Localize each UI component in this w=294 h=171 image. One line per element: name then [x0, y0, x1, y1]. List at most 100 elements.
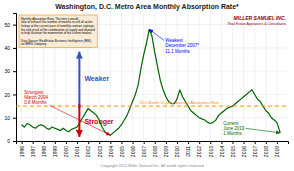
x-tick: 2012	[196, 141, 202, 157]
annotation-arrow	[50, 105, 111, 135]
x-grid-line	[254, 13, 255, 141]
annotation-arrow	[149, 29, 164, 40]
x-tick-mark	[155, 141, 156, 144]
note-line: an MRIS Company	[21, 42, 47, 46]
x-tick-label: 2012	[196, 146, 202, 157]
x-tick-label: 2003	[97, 146, 103, 157]
x-grid-line	[176, 13, 177, 141]
x-tick-label: 2014	[219, 146, 225, 157]
x-tick-label: 2015	[230, 146, 236, 157]
y-tick-label: 0	[7, 138, 10, 144]
x-tick-label: 1996	[19, 146, 25, 157]
x-tick: 1998	[41, 141, 47, 157]
x-tick: 2001	[74, 141, 80, 157]
title: Washington, D.C. Metro Area Monthly Abso…	[55, 3, 239, 11]
x-grid-line	[243, 13, 244, 141]
x-grid-line	[154, 13, 155, 141]
x-tick: 1999	[52, 141, 58, 157]
logo-subtext: Real Estate Appraisers & Consultants	[228, 22, 287, 26]
x-tick: 2002	[85, 141, 91, 157]
x-tick: 2019	[274, 141, 280, 157]
note: Monthly Absorption Rate: The time it wou…	[21, 17, 95, 47]
annotation-label: StrongestMarch 20040.8 Months	[24, 90, 48, 105]
y-grid-line	[16, 117, 288, 118]
x-tick: 2011	[185, 141, 191, 157]
y-tick-mark	[13, 48, 16, 49]
direction-arrow	[78, 52, 80, 108]
grid	[16, 13, 288, 141]
x-tick-mark	[99, 141, 100, 144]
x-tick: 2006	[130, 141, 136, 157]
x-tick-mark	[110, 141, 111, 144]
x-tick-mark	[255, 141, 256, 144]
x-tick-mark	[199, 141, 200, 144]
x-tick-label: 2007	[141, 146, 147, 157]
x-tick: 2013	[208, 141, 214, 157]
x-tick-mark	[66, 141, 67, 144]
y-tick-mark	[13, 141, 16, 142]
x-tick-mark	[33, 141, 34, 144]
x-tick-label: 2013	[208, 146, 214, 157]
x-tick-mark	[88, 141, 89, 144]
logo: MILLER SAMUEL INC.	[234, 15, 286, 21]
x-tick-mark	[244, 141, 245, 144]
chart: Washington, D.C. Metro Area Monthly Abso…	[0, 0, 294, 171]
annotations: Monthly Absorption Rate: The time it wou…	[19, 15, 286, 137]
annotation-line: 1 Months	[223, 131, 242, 136]
x-tick: 2014	[219, 141, 225, 157]
x-tick-label: 2009	[163, 146, 169, 157]
reference-line	[16, 106, 288, 107]
x-tick-label: 2001	[74, 146, 80, 157]
reference-line-label: 31.5 Month 10-year Average Absorption Ra…	[139, 100, 220, 105]
note-box	[19, 15, 97, 48]
x-grid-line	[132, 13, 133, 141]
y-tick-label: 50	[4, 22, 10, 28]
x-tick-label: 2000	[63, 146, 69, 157]
x-grid-line	[210, 13, 211, 141]
x-tick: 2003	[97, 141, 103, 157]
y-tick: 0	[7, 138, 16, 144]
annotation-label: WeakestDecember 2007*11.1 Months	[165, 38, 199, 53]
y-tick: 10	[4, 115, 16, 121]
x-tick-label: 1998	[41, 146, 47, 157]
x-grid-line	[199, 13, 200, 141]
y-axis-line	[13, 14, 17, 142]
x-tick: 2004	[108, 141, 114, 157]
x-tick: 2015	[230, 141, 236, 157]
x-tick-label: 2018	[263, 146, 269, 157]
x-tick-mark	[144, 141, 145, 144]
x-tick-label: 2016	[241, 146, 247, 157]
x-tick-mark	[166, 141, 167, 144]
x-tick-mark	[44, 141, 45, 144]
y-tick: 50	[4, 22, 16, 28]
x-tick-label: 2004	[108, 146, 114, 157]
x-grid-line	[165, 13, 166, 141]
annotation-arrow	[246, 128, 280, 132]
footer: Copyright 2011 Miller Samuel Inc. All wo…	[100, 163, 203, 168]
y-tick-label: 10	[4, 115, 10, 121]
x-tick: 2008	[152, 141, 158, 157]
x-tick-mark	[188, 141, 189, 144]
x-grid-line	[121, 13, 122, 141]
x-tick: 1997	[30, 141, 36, 157]
x-tick-label: 2017	[252, 146, 258, 157]
y-tick-mark	[13, 71, 16, 72]
x-tick-mark	[133, 141, 134, 144]
x-tick: 2000	[63, 141, 69, 157]
x-grid-line	[143, 13, 144, 141]
x-tick-mark	[177, 141, 178, 144]
x-axis-line	[17, 142, 289, 145]
y-tick-label: 20	[4, 92, 10, 98]
x-tick: 2017	[252, 141, 258, 157]
x-tick-mark	[232, 141, 233, 144]
annotation-line: 0.8 Months	[24, 100, 47, 105]
y-tick-mark	[13, 118, 16, 119]
y-tick-mark	[13, 25, 16, 26]
x-tick: 2010	[174, 141, 180, 157]
x-tick-mark	[266, 141, 267, 144]
x-tick: 2009	[163, 141, 169, 157]
note-line: to help illustrate the momentum of the c…	[21, 31, 92, 35]
y-grid-line	[16, 71, 288, 72]
x-tick: 2018	[263, 141, 269, 157]
y-tick-label: 40	[4, 45, 10, 51]
